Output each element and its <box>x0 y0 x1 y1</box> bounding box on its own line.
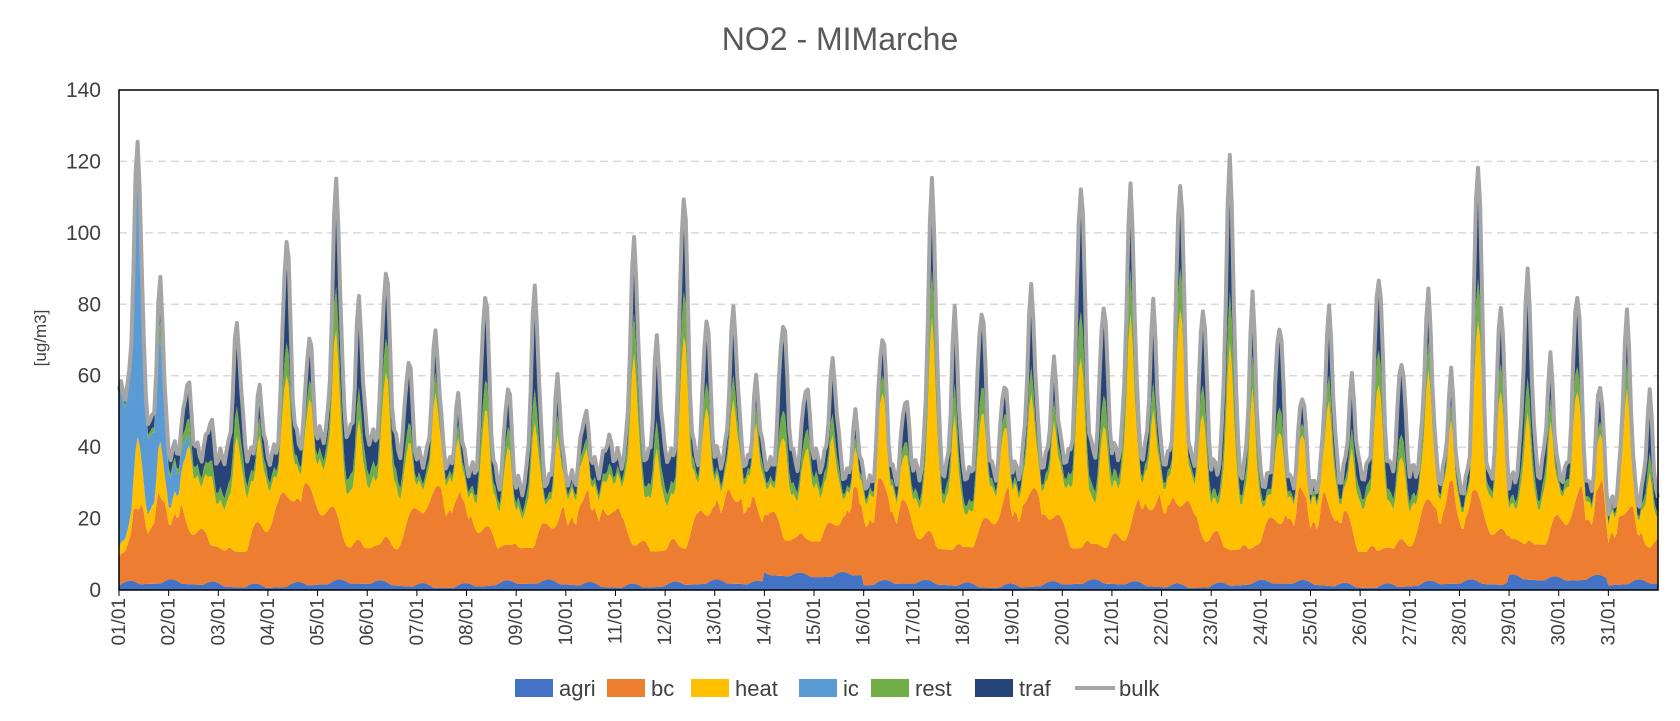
x-tick-label: 14/01 <box>754 598 775 646</box>
y-tick-label: 60 <box>78 365 101 388</box>
legend-swatch <box>607 679 645 697</box>
x-tick-label: 04/01 <box>258 598 279 646</box>
legend-label: agri <box>559 676 596 701</box>
legend-item-rest: rest <box>871 676 952 701</box>
legend-item-traf: traf <box>975 676 1052 701</box>
x-tick-label: 09/01 <box>506 598 527 646</box>
legend-label: bulk <box>1119 676 1160 701</box>
x-tick-label: 08/01 <box>457 598 478 646</box>
line-bulk <box>117 139 1660 517</box>
x-tick-label: 18/01 <box>953 598 974 646</box>
y-tick-label: 40 <box>78 436 101 459</box>
legend-label: rest <box>915 676 952 701</box>
legend-item-agri: agri <box>515 676 596 701</box>
x-tick-label: 11/01 <box>605 598 626 644</box>
x-tick-label: 29/01 <box>1499 598 1520 646</box>
x-tick-label: 19/01 <box>1003 598 1024 646</box>
legend-item-bc: bc <box>607 676 674 701</box>
x-tick-label: 24/01 <box>1251 598 1272 646</box>
bulk-line-series <box>117 139 1660 517</box>
legend-swatch <box>975 679 1013 697</box>
legend-item-heat: heat <box>691 676 778 701</box>
y-tick-label: 80 <box>78 293 101 316</box>
y-axis-label: [ug/m3] <box>31 310 50 367</box>
y-tick-label: 20 <box>78 508 101 531</box>
x-tick-label: 06/01 <box>357 598 378 646</box>
x-tick-label: 23/01 <box>1201 598 1222 646</box>
y-tick-label: 0 <box>89 579 101 602</box>
x-tick-label: 05/01 <box>308 598 329 646</box>
legend-swatch <box>515 679 553 697</box>
legend: agri bc heat ic rest traf bulk <box>515 676 1160 701</box>
x-tick-label: 25/01 <box>1300 598 1321 646</box>
x-tick-label: 27/01 <box>1400 598 1421 646</box>
legend-label: traf <box>1019 676 1052 701</box>
x-tick-label: 20/01 <box>1052 598 1073 646</box>
y-tick-label: 100 <box>66 222 101 245</box>
x-axis-ticks: 01/01 02/01 03/01 04/01 05/01 06/01 07/01 08/01… <box>109 590 1619 646</box>
x-tick-label: 15/01 <box>804 598 825 646</box>
y-tick-label: 140 <box>66 79 101 102</box>
x-tick-label: 26/01 <box>1350 598 1371 646</box>
x-tick-label: 16/01 <box>854 598 875 646</box>
x-tick-label: 21/01 <box>1102 598 1123 646</box>
x-tick-label: 28/01 <box>1449 598 1470 646</box>
legend-item-ic: ic <box>799 676 859 701</box>
chart-title: NO2 - MIMarche <box>722 21 958 57</box>
x-tick-label: 10/01 <box>556 598 577 646</box>
x-tick-label: 30/01 <box>1549 598 1570 646</box>
x-tick-label: 12/01 <box>655 598 676 646</box>
x-tick-label: 17/01 <box>903 598 924 646</box>
y-tick-label: 120 <box>66 150 101 173</box>
x-tick-label: 01/01 <box>109 598 130 646</box>
x-tick-label: 22/01 <box>1152 598 1173 646</box>
x-tick-label: 03/01 <box>208 598 229 646</box>
x-tick-label: 07/01 <box>407 598 428 646</box>
legend-label: heat <box>735 676 778 701</box>
legend-label: ic <box>843 676 859 701</box>
area-agri <box>119 572 1658 590</box>
y-axis-ticks: 0 20 40 60 80 100 120 140 <box>66 79 101 602</box>
legend-item-bulk: bulk <box>1075 676 1160 701</box>
legend-label: bc <box>651 676 674 701</box>
legend-swatch <box>691 679 729 697</box>
area-heat <box>119 309 1658 559</box>
area-bc <box>119 477 1658 588</box>
x-tick-label: 31/01 <box>1598 598 1619 646</box>
x-tick-label: 02/01 <box>159 598 180 646</box>
plot-area-border <box>118 89 1659 591</box>
legend-swatch <box>871 679 909 697</box>
x-tick-label: 13/01 <box>705 598 726 646</box>
legend-swatch <box>799 679 837 697</box>
